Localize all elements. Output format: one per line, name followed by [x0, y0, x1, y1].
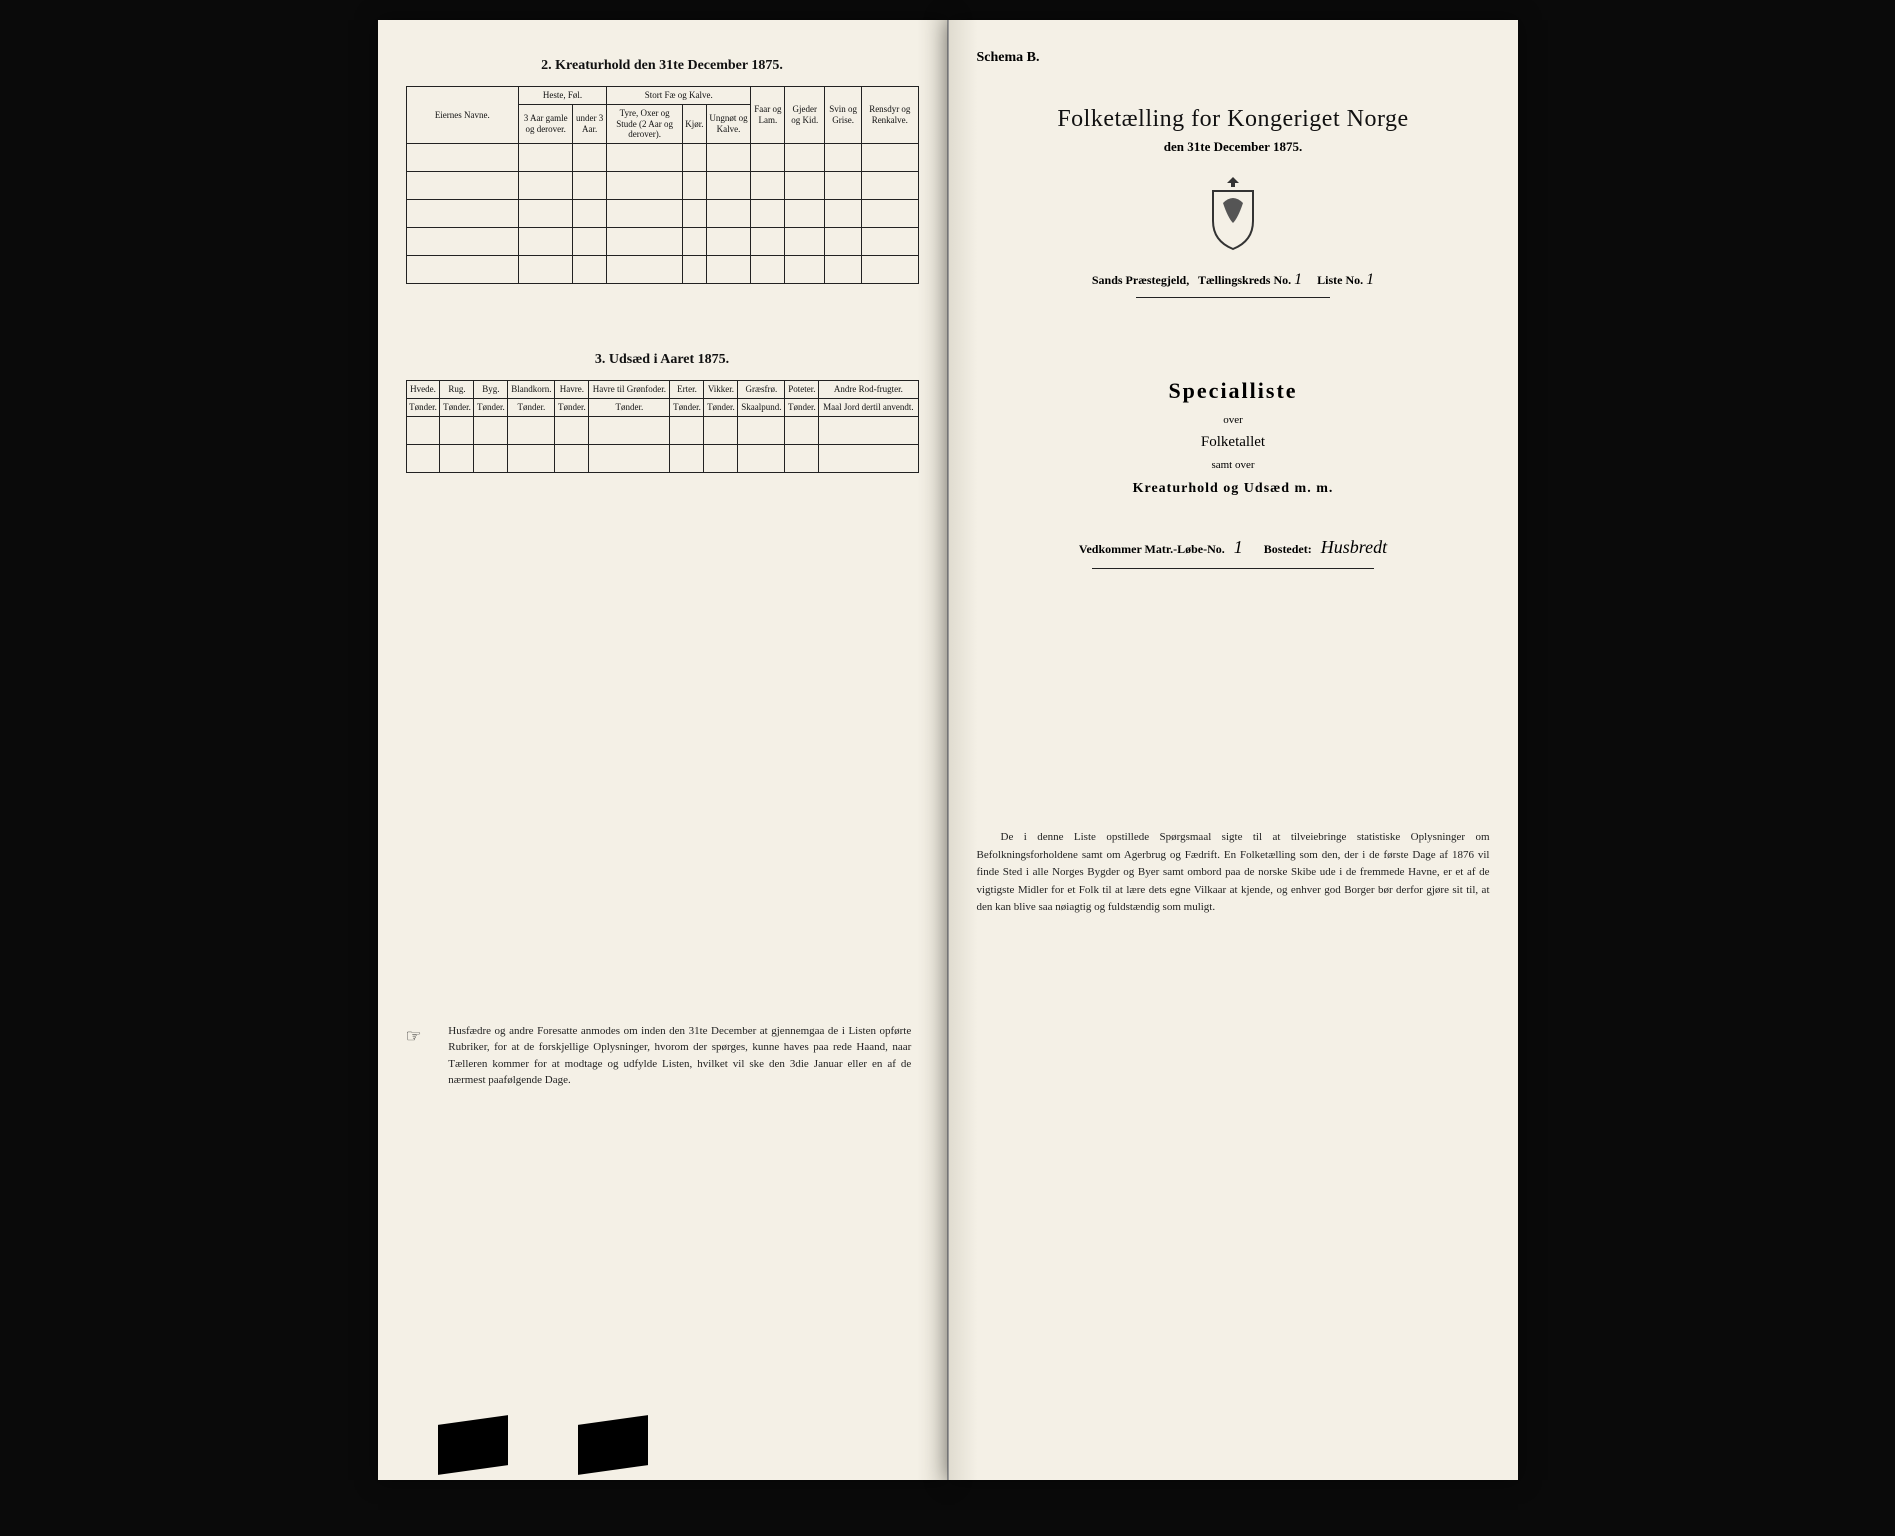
section2-title: 2. Kreaturhold den 31te December 1875. — [406, 58, 919, 74]
divider — [1136, 297, 1331, 298]
binder-clip — [578, 1415, 648, 1475]
col-grass: Græsfrø. — [738, 381, 785, 399]
bosted-line: Vedkommer Matr.-Løbe-No. 1 Bostedet: Hus… — [977, 537, 1490, 558]
col-wheat: Hvede. — [406, 381, 440, 399]
section3-title: 3. Udsæd i Aaret 1875. — [406, 352, 919, 368]
unit: Tønder. — [555, 398, 589, 416]
seed-table: Hvede. Rug. Byg. Blandkorn. Havre. Havre… — [406, 380, 919, 473]
unit: Tønder. — [670, 398, 704, 416]
unit: Tønder. — [704, 398, 738, 416]
left-page: 2. Kreaturhold den 31te December 1875. E… — [378, 20, 948, 1480]
footnote-text: Husfædre og andre Foresatte anmodes om i… — [448, 1023, 911, 1089]
folketallet-label: Folketallet — [977, 434, 1490, 451]
matr-value: 1 — [1234, 537, 1243, 557]
table-row — [406, 200, 918, 228]
footnote: ☞ Husfædre og andre Foresatte anmodes om… — [406, 1023, 919, 1089]
col-other: Andre Rod-frugter. — [819, 381, 918, 399]
kreatur-label: Kreaturhold og Udsæd m. m. — [977, 481, 1490, 497]
unit: Maal Jord dertil anvendt. — [819, 398, 918, 416]
unit: Tønder. — [440, 398, 474, 416]
unit: Tønder. — [474, 398, 508, 416]
unit: Tønder. — [508, 398, 555, 416]
main-title: Folketælling for Kongeriget Norge — [977, 106, 1490, 133]
col-potato: Poteter. — [785, 381, 819, 399]
livestock-table: Eiernes Navne. Heste, Føl. Stort Fæ og K… — [406, 86, 919, 284]
right-page: Schema B. Folketælling for Kongeriget No… — [948, 20, 1518, 1480]
col-mixed: Blandkorn. — [508, 381, 555, 399]
col-horse-old: 3 Aar gamle og derover. — [519, 104, 573, 143]
coat-of-arms-icon — [1201, 173, 1265, 253]
col-barley: Byg. — [474, 381, 508, 399]
parish-label: Sands Præstegjeld, — [1092, 273, 1189, 287]
group-cattle: Stort Fæ og Kalve. — [606, 87, 750, 105]
table-row — [406, 172, 918, 200]
table-row — [406, 416, 918, 444]
table-row — [406, 144, 918, 172]
subtitle: den 31te December 1875. — [977, 139, 1490, 155]
table-row — [406, 256, 918, 284]
unit: Tønder. — [589, 398, 670, 416]
meta-line: Sands Præstegjeld, Tællingskreds No. 1 L… — [977, 271, 1490, 289]
col-cattle-bulls: Tyre, Oxer og Stude (2 Aar og derover). — [606, 104, 682, 143]
schema-label: Schema B. — [977, 50, 1490, 66]
col-goats: Gjeder og Kid. — [785, 87, 825, 144]
col-sheep: Faar og Lam. — [751, 87, 785, 144]
col-owner: Eiernes Navne. — [406, 87, 519, 144]
list-label: Liste No. — [1317, 273, 1363, 287]
samt-over-label: samt over — [977, 459, 1490, 471]
unit: Skaalpund. — [738, 398, 785, 416]
col-peas: Erter. — [670, 381, 704, 399]
col-horse-young: under 3 Aar. — [573, 104, 607, 143]
pointing-hand-icon: ☞ — [406, 1023, 446, 1050]
col-fodder: Havre til Grønfoder. — [589, 381, 670, 399]
district-value: 1 — [1294, 271, 1302, 288]
document-spread: 2. Kreaturhold den 31te December 1875. E… — [378, 20, 1518, 1480]
matr-label: Vedkommer Matr.-Løbe-No. — [1079, 542, 1225, 556]
special-title: Specialliste — [977, 378, 1490, 404]
unit: Tønder. — [785, 398, 819, 416]
col-cattle-cows: Kjør. — [683, 104, 706, 143]
over-label: over — [977, 414, 1490, 426]
col-oats: Havre. — [555, 381, 589, 399]
col-rye: Rug. — [440, 381, 474, 399]
table-row — [406, 444, 918, 472]
bosted-label: Bostedet: — [1264, 542, 1312, 556]
col-cattle-young: Ungnøt og Kalve. — [706, 104, 751, 143]
col-vetch: Vikker. — [704, 381, 738, 399]
binder-clip — [438, 1415, 508, 1475]
district-label: Tællingskreds No. — [1198, 273, 1291, 287]
divider — [1092, 568, 1374, 569]
table-row — [406, 228, 918, 256]
col-pigs: Svin og Grise. — [825, 87, 862, 144]
explanatory-paragraph: De i denne Liste opstillede Spørgsmaal s… — [977, 829, 1490, 917]
group-horses: Heste, Føl. — [519, 87, 607, 105]
unit: Tønder. — [406, 398, 440, 416]
bosted-value: Husbredt — [1321, 537, 1387, 557]
list-value: 1 — [1366, 271, 1374, 288]
col-reindeer: Rensdyr og Renkalve. — [862, 87, 918, 144]
